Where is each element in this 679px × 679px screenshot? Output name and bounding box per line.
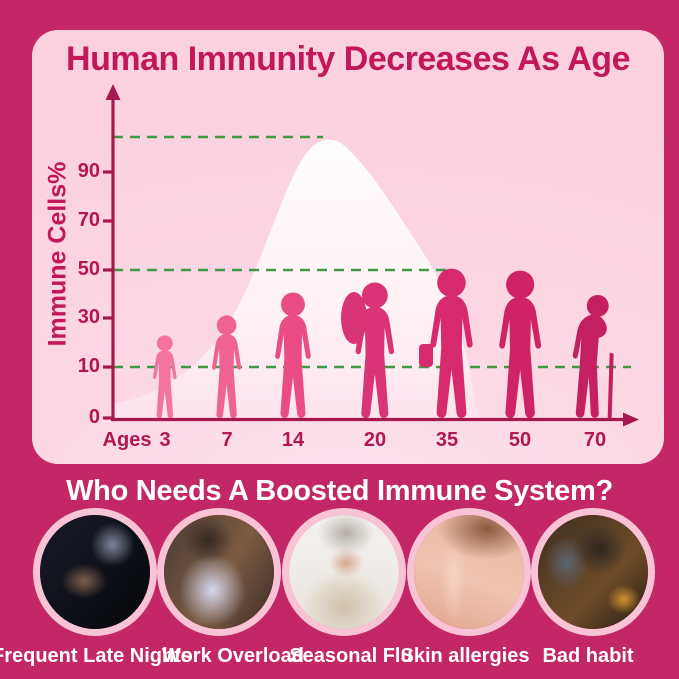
y-tick-label-0: 0: [88, 406, 100, 428]
y-tick-label-90: 90: [77, 160, 100, 182]
y-tick-label-30: 30: [77, 306, 100, 328]
label-skin-allergies: Skin allergies: [400, 645, 530, 667]
man-blowing-nose-photo-icon: [289, 515, 399, 629]
label-work-overload: Work Overload: [162, 645, 304, 667]
x-tick-label-70: 70: [583, 429, 607, 451]
man-drinking-at-bar-photo-icon: [538, 515, 648, 629]
x-tick-label-7: 7: [221, 429, 233, 451]
bottom-headline: Who Needs A Boosted Immune System?: [66, 475, 613, 507]
x-tick-label-20: 20: [363, 429, 387, 451]
photo-circle-seasonal-flu: [282, 508, 406, 636]
y-tick-label-50: 50: [77, 258, 100, 280]
x-tick-label-3: 3: [159, 429, 171, 451]
photo-circle-skin-allergies: [407, 508, 531, 636]
label-seasonal-flu: Seasonal Flu: [289, 645, 413, 667]
page-title: Human Immunity Decreases As Age: [66, 40, 630, 78]
photo-circle-late-nights: [33, 508, 157, 636]
stressed-man-at-desk-photo-icon: [164, 515, 274, 629]
y-tick-label-70: 70: [77, 209, 100, 231]
y-tick-label-10: 10: [77, 355, 100, 377]
label-bad-habit: Bad habit: [542, 645, 634, 667]
label-frequent-late-nights: Frequent Late Nights: [0, 645, 193, 667]
immunity-chart-panel: [32, 30, 664, 464]
x-tick-label-14: 14: [281, 429, 305, 451]
photo-circle-work-overload: [157, 508, 281, 636]
x-tick-label-35: 35: [435, 429, 459, 451]
x-tick-label-50: 50: [508, 429, 532, 451]
photo-circle-bad-habit: [531, 508, 655, 636]
x-axis-title: Ages: [102, 429, 152, 451]
person-in-bed-with-phone-photo-icon: [40, 515, 150, 629]
woman-scratching-back-photo-icon: [414, 515, 524, 629]
